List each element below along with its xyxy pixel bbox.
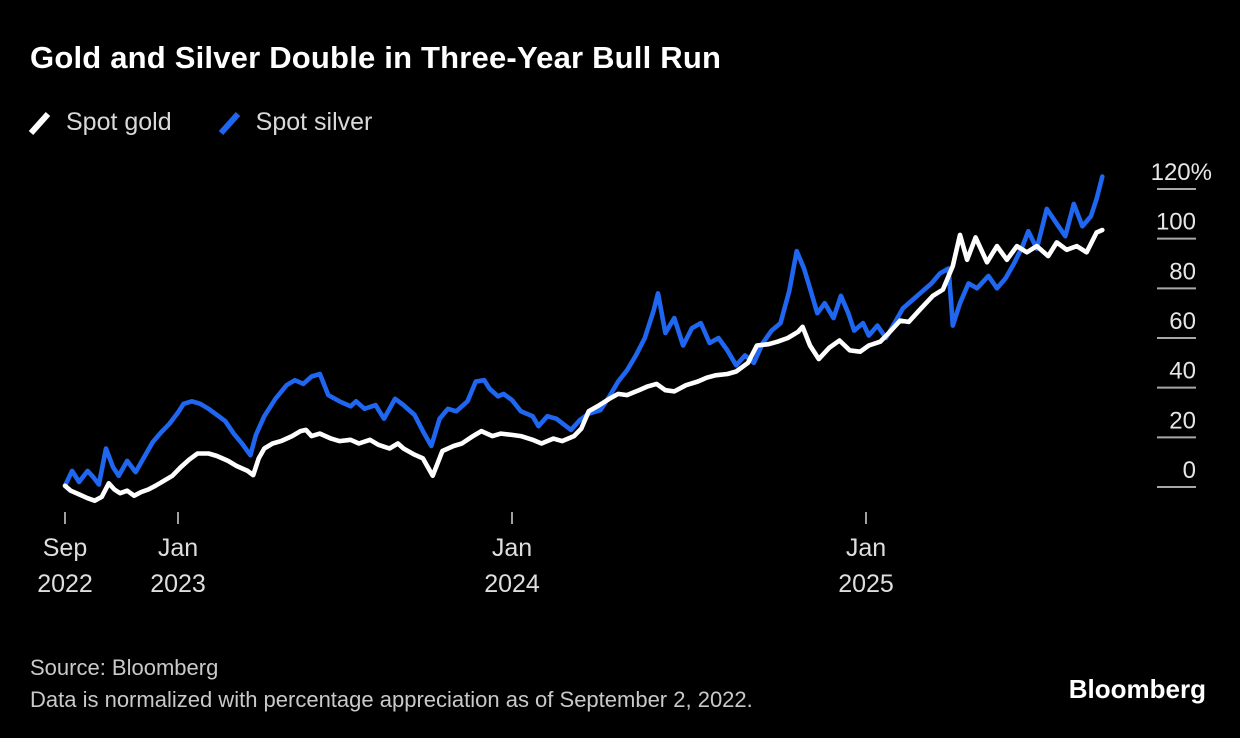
chart-footer: Source: Bloomberg Data is normalized wit… — [30, 652, 753, 716]
y-axis-label: 100 — [1156, 209, 1196, 236]
x-axis-label: 2022 — [37, 570, 93, 598]
silver-line — [62, 174, 1105, 489]
y-axis-label: 0 — [1183, 457, 1196, 484]
x-axis-label: Jan — [158, 534, 198, 562]
y-axis-label: 40 — [1169, 358, 1196, 385]
x-axis-label: 2023 — [150, 570, 206, 598]
legend-item-gold: Spot gold — [28, 108, 172, 137]
legend-label-gold: Spot gold — [66, 108, 172, 136]
x-axis-label: Jan — [846, 534, 886, 562]
legend-label-silver: Spot silver — [255, 108, 373, 136]
source-line: Source: Bloomberg — [30, 655, 219, 680]
y-axis-label: 80 — [1169, 258, 1196, 285]
x-axis-label: Jan — [492, 534, 532, 562]
y-axis-label: 20 — [1169, 407, 1196, 434]
gold-line — [62, 227, 1105, 503]
gold-line-swatch-icon — [28, 111, 51, 135]
y-axis-label: 60 — [1169, 308, 1196, 335]
x-axis-label: Sep — [43, 534, 87, 562]
silver-line-swatch-icon — [218, 111, 240, 135]
y-axis-label: 120% — [1151, 159, 1212, 186]
x-axis-label: 2024 — [484, 570, 540, 598]
legend: Spot gold Spot silver — [28, 108, 372, 137]
bloomberg-logo: Bloomberg — [1068, 674, 1206, 704]
x-axis-label: 2025 — [838, 570, 894, 598]
chart-title: Gold and Silver Double in Three-Year Bul… — [30, 40, 722, 75]
legend-item-silver: Spot silver — [218, 108, 373, 137]
note-line: Data is normalized with percentage appre… — [30, 687, 753, 712]
